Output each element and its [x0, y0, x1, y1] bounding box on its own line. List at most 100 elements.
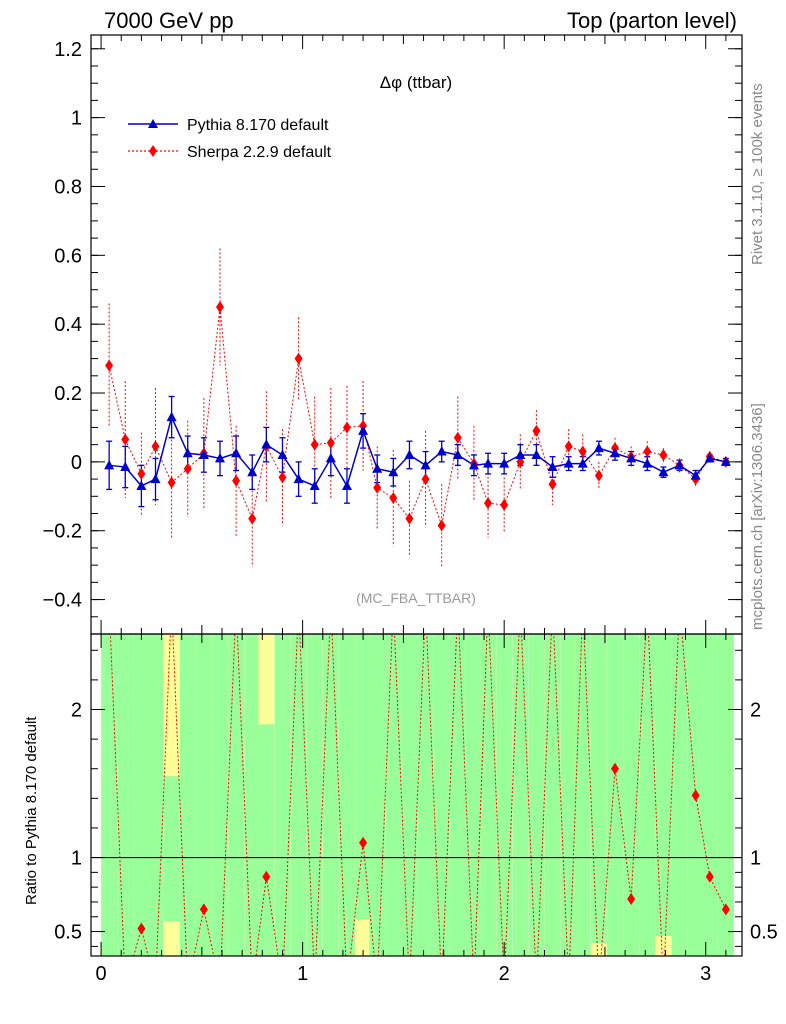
ratio-y-tick-label-right: 0.5	[750, 922, 778, 944]
legend-label-pythia: Pythia 8.170 default	[187, 117, 329, 134]
ratio-band-inner	[228, 634, 245, 956]
ratio-band-inner	[417, 634, 434, 956]
ratio-band-inner	[163, 776, 180, 922]
ratio-sherpa-point	[611, 762, 620, 775]
pythia-point	[468, 459, 479, 470]
ratio-band-inner	[512, 634, 529, 956]
pythia-point	[547, 461, 558, 472]
pythia-point	[483, 458, 494, 468]
ratio-band-inner	[117, 634, 134, 956]
sherpa-point	[326, 436, 335, 449]
main-y-tick-label: 1.2	[54, 39, 82, 61]
ratio-band-inner	[133, 634, 150, 956]
sherpa-point	[278, 471, 287, 484]
main-y-tick-label: 1	[71, 108, 82, 130]
ratio-y-tick-label-left: 1	[71, 848, 82, 870]
sherpa-point	[405, 512, 414, 525]
ratio-band-inner	[290, 634, 307, 956]
pythia-point	[642, 458, 653, 468]
sherpa-point	[500, 498, 509, 511]
x-tick-label: 2	[499, 963, 510, 985]
ratio-band-inner	[147, 634, 164, 956]
ratio-band-inner	[101, 634, 118, 956]
legend-marker-sherpa	[149, 145, 157, 157]
pythia-point	[720, 456, 731, 466]
pythia-point	[610, 447, 621, 458]
pythia-point	[372, 463, 383, 473]
sherpa-point	[389, 492, 398, 505]
ratio-band-inner	[655, 634, 672, 937]
x-tick-label: 3	[700, 963, 711, 985]
ratio-sherpa-point	[691, 789, 700, 802]
pythia-point	[182, 447, 193, 458]
ratio-sherpa-point	[705, 870, 714, 883]
ratio-band-inner	[212, 634, 228, 956]
sherpa-point	[594, 469, 603, 482]
pythia-point	[593, 442, 604, 453]
sherpa-point	[121, 433, 130, 446]
ratio-band-inner	[639, 634, 656, 956]
pythia-point	[658, 466, 669, 477]
header-right: Top (parton level)	[567, 8, 737, 33]
ratio-sherpa-point	[137, 922, 146, 935]
sherpa-point	[167, 476, 176, 489]
ratio-band-inner	[480, 634, 496, 956]
main-y-tick-label: 0.8	[54, 176, 82, 198]
sherpa-point	[453, 431, 462, 444]
pythia-point	[388, 466, 399, 477]
sherpa-point	[564, 440, 573, 453]
main-y-tick-label: 0.6	[54, 245, 82, 267]
main-y-tick-label: −0.4	[43, 590, 82, 612]
ratio-band-inner	[544, 634, 561, 956]
ratio-sherpa-series	[109, 634, 727, 956]
ratio-band-inner	[449, 634, 466, 956]
pythia-point	[293, 473, 304, 484]
pythia-point	[674, 459, 685, 470]
main-y-tick-label: −0.2	[43, 521, 82, 543]
sherpa-point	[215, 300, 224, 313]
pythia-point	[214, 452, 225, 463]
ratio-sherpa-point	[721, 903, 730, 916]
pythia-point	[499, 458, 510, 468]
ratio-band-inner	[623, 634, 640, 956]
main-y-tick-label: 0.4	[54, 314, 82, 336]
ratio-band-inner	[433, 634, 450, 956]
sherpa-point	[105, 359, 114, 372]
ratio-band-inner	[322, 634, 339, 956]
pythia-point	[120, 461, 131, 472]
sherpa-point	[643, 445, 652, 458]
ratio-sherpa-point	[199, 903, 208, 916]
sherpa-point	[137, 467, 146, 480]
pythia-point	[309, 480, 320, 490]
ratio-band-inner	[607, 634, 623, 956]
chart-title: Δφ (ttbar)	[380, 73, 452, 92]
ratio-band-inner	[195, 634, 212, 956]
sherpa-point	[373, 481, 382, 494]
ratio-band-inner	[496, 634, 513, 956]
sherpa-point	[578, 445, 587, 458]
sherpa-point	[310, 438, 319, 451]
x-tick-label: 0	[96, 963, 107, 985]
pythia-point	[358, 425, 369, 435]
ratio-band-inner	[574, 634, 591, 956]
pythia-line	[109, 414, 727, 488]
pythia-point	[136, 480, 147, 490]
pythia-point	[690, 470, 701, 480]
pythia-point	[104, 459, 115, 470]
legend: Pythia 8.170 default Sherpa 2.2.9 defaul…	[128, 117, 332, 161]
ratio-band-inner	[339, 634, 355, 956]
legend-label-sherpa: Sherpa 2.2.9 default	[187, 144, 332, 161]
ratio-band-inner	[385, 634, 402, 956]
ratio-band-inner	[671, 634, 688, 956]
ratio-sherpa-point	[359, 836, 368, 849]
pythia-point	[404, 449, 415, 459]
sherpa-point	[659, 448, 668, 461]
pythia-point	[150, 473, 161, 484]
header-left: 7000 GeV pp	[104, 8, 234, 33]
pythia-point	[247, 466, 258, 477]
ratio-band-inner	[466, 634, 482, 956]
ratio-band-inner	[179, 634, 196, 956]
ratio-plot-frame	[90, 633, 743, 957]
sherpa-point	[248, 512, 257, 525]
